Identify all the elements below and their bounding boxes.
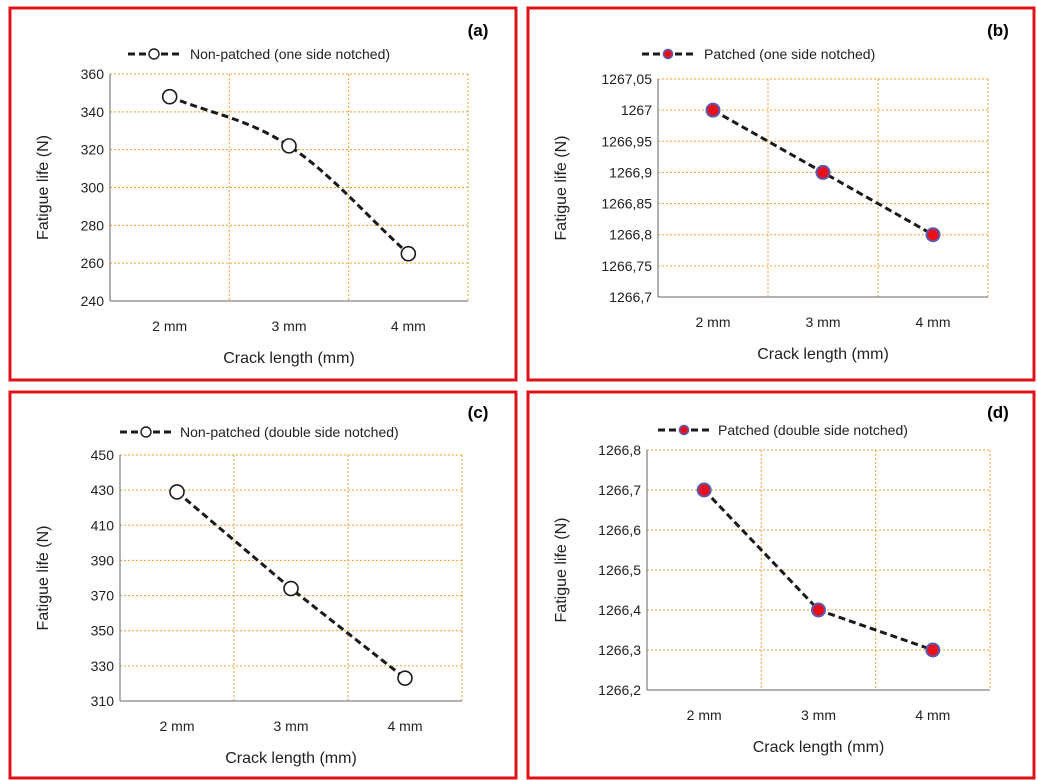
series-line xyxy=(169,95,410,255)
x-tick-label: 3 mm xyxy=(806,314,841,330)
x-tick-label: 4 mm xyxy=(388,718,423,734)
y-tick-label: 1266,5 xyxy=(598,562,641,578)
data-point xyxy=(281,138,297,154)
data-point xyxy=(169,484,185,500)
panel-border xyxy=(8,390,518,780)
data-point xyxy=(400,245,417,262)
y-tick-label: 1266,7 xyxy=(598,482,641,498)
y-tick-label: 1267,05 xyxy=(601,71,652,87)
series-line xyxy=(703,488,934,652)
data-point xyxy=(925,642,941,658)
x-tick-label: 4 mm xyxy=(915,707,950,723)
y-tick-label: 1266,3 xyxy=(598,642,641,658)
x-axis-title: Crack length (mm) xyxy=(757,346,889,363)
y-axis-title: Fatigue life (N) xyxy=(553,136,570,241)
panel-label: (d) xyxy=(987,403,1009,422)
y-tick-label: 280 xyxy=(81,217,105,233)
y-axis-title: Fatigue life (N) xyxy=(35,135,52,240)
data-point xyxy=(161,88,178,105)
y-tick-label: 350 xyxy=(91,623,115,639)
panel-border xyxy=(8,6,518,382)
chart-panel-a: 240 260 280 300 320 340 360 2 mm 3 mm 4 mm Crack l… xyxy=(8,6,518,382)
y-tick-label: 1266,9 xyxy=(609,164,652,180)
legend-label: Patched (one side notched) xyxy=(704,46,875,62)
data-point xyxy=(925,227,941,243)
panel-border xyxy=(526,390,1036,780)
y-tick-label: 1266,6 xyxy=(598,522,641,538)
y-tick-label: 260 xyxy=(81,255,105,271)
y-tick-label: 1266,85 xyxy=(601,196,652,212)
x-tick-label: 3 mm xyxy=(274,718,309,734)
x-tick-label: 2 mm xyxy=(152,318,187,334)
y-tick-label: 310 xyxy=(91,693,115,709)
x-tick-label: 3 mm xyxy=(801,707,836,723)
x-tick-label: 2 mm xyxy=(160,718,195,734)
data-point xyxy=(397,670,413,686)
y-tick-label: 1266,4 xyxy=(598,602,641,618)
y-tick-label: 1267 xyxy=(621,102,652,118)
y-tick-label: 1266,2 xyxy=(598,682,641,698)
legend-marker xyxy=(140,426,152,438)
data-point xyxy=(283,580,299,597)
x-tick-label: 3 mm xyxy=(272,318,307,334)
y-tick-label: 320 xyxy=(81,142,105,158)
y-tick-label: 1266,8 xyxy=(609,227,652,243)
panel-label: (c) xyxy=(468,403,489,422)
legend-marker xyxy=(678,424,690,436)
x-tick-label: 4 mm xyxy=(391,318,426,334)
data-point xyxy=(811,602,826,618)
data-point xyxy=(705,102,721,118)
x-axis-title: Crack length (mm) xyxy=(753,739,885,756)
panel-border xyxy=(526,6,1036,382)
x-tick-label: 2 mm xyxy=(696,314,731,330)
legend-label: Non-patched (one side notched) xyxy=(190,46,390,62)
chart-panel-c: 310 330 350 370 390 410 430 450 2 mm 3 mm 4 mm Crac… xyxy=(8,390,518,780)
panel-label: (b) xyxy=(987,21,1009,40)
x-tick-label: 2 mm xyxy=(687,707,722,723)
y-tick-label: 1266,8 xyxy=(598,442,641,458)
y-tick-label: 300 xyxy=(81,180,105,196)
legend-marker xyxy=(148,48,160,60)
y-tick-label: 340 xyxy=(81,104,105,120)
y-tick-label: 1266,95 xyxy=(601,133,652,149)
chart-panel-d: 1266,2 1266,3 1266,4 1266,5 1266,6 1266,7 1266… xyxy=(526,390,1036,780)
y-tick-label: 1266,7 xyxy=(609,289,652,305)
y-tick-label: 410 xyxy=(91,517,115,533)
chart-panel-b: 1266,7 1266,75 1266,8 1266,85 1266,9 1266,95 1… xyxy=(526,6,1036,382)
y-tick-label: 370 xyxy=(91,588,115,604)
data-point xyxy=(815,164,831,180)
legend-label: Non-patched (double side notched) xyxy=(180,424,399,440)
y-axis-title: Fatigue life (N) xyxy=(35,526,52,631)
y-tick-label: 450 xyxy=(91,447,115,463)
y-tick-label: 390 xyxy=(91,552,115,568)
legend-label: Patched (double side notched) xyxy=(718,422,908,438)
legend-marker xyxy=(662,48,674,60)
y-axis-title: Fatigue life (N) xyxy=(553,518,570,623)
y-tick-label: 430 xyxy=(91,482,115,498)
data-point xyxy=(696,482,712,498)
y-tick-label: 240 xyxy=(81,293,105,309)
panel-label: (a) xyxy=(468,21,489,40)
x-axis-title: Crack length (mm) xyxy=(223,350,355,367)
y-tick-label: 330 xyxy=(91,658,115,674)
y-tick-label: 360 xyxy=(81,66,105,82)
x-axis-title: Crack length (mm) xyxy=(225,750,357,767)
x-tick-label: 4 mm xyxy=(916,314,951,330)
y-tick-label: 1266,75 xyxy=(601,258,652,274)
